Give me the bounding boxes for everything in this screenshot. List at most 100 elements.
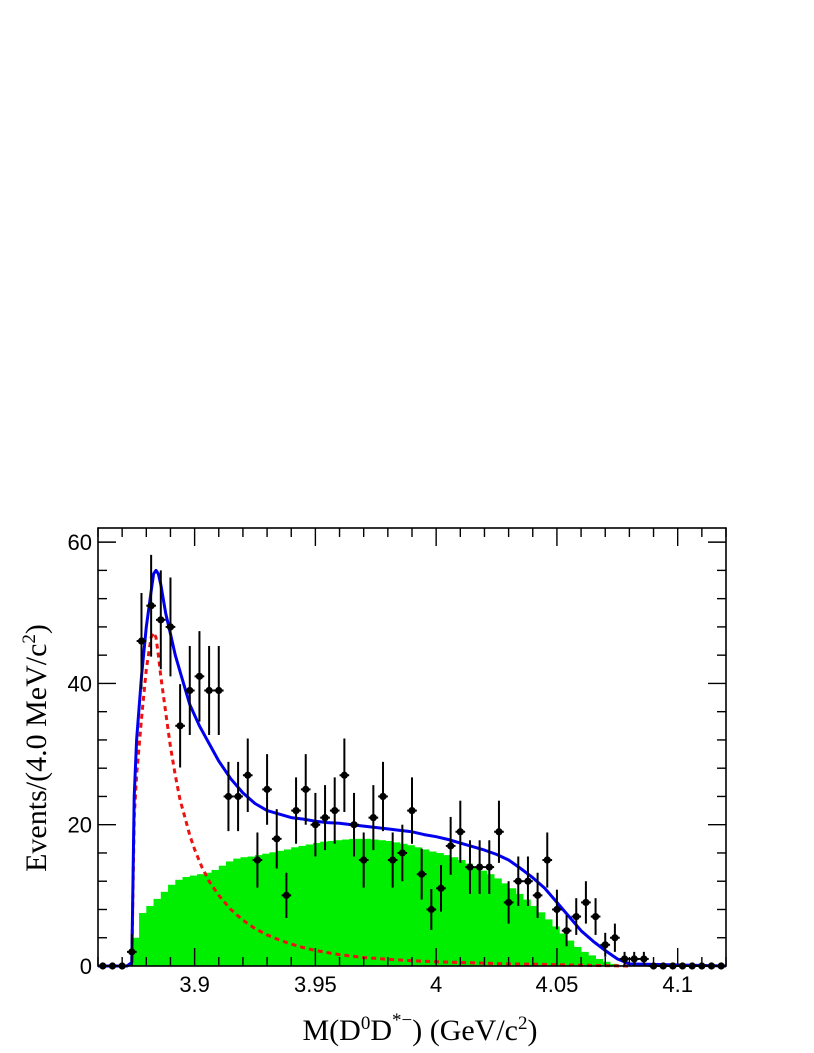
x-tick-label: 4.1 <box>662 972 693 997</box>
background-bar <box>552 926 560 966</box>
data-point <box>155 570 166 670</box>
data-point <box>619 951 630 966</box>
x-tick-labels: 3.9 3.95 4 4.05 4.1 <box>179 972 693 997</box>
data-marker <box>321 814 329 822</box>
background-bar <box>501 883 510 966</box>
background-bar <box>334 840 343 966</box>
background-bar <box>305 844 314 966</box>
background-bar <box>182 876 191 966</box>
data-marker <box>360 856 368 864</box>
data-point <box>300 754 311 825</box>
data-marker <box>427 905 435 914</box>
data-marker <box>331 806 339 815</box>
background-bar <box>566 940 575 966</box>
data-marker <box>495 828 503 836</box>
background-bar <box>450 857 459 966</box>
data-marker <box>128 948 136 956</box>
background-bar <box>399 843 408 966</box>
background-bar <box>508 888 517 966</box>
background-bar <box>218 865 227 966</box>
data-point <box>590 898 601 935</box>
data-marker <box>369 814 377 822</box>
y-tick-label: 60 <box>68 530 92 555</box>
data-point <box>184 645 195 735</box>
data-marker <box>572 912 580 921</box>
data-point <box>349 792 359 857</box>
data-marker <box>466 863 474 871</box>
background-bar <box>160 891 169 966</box>
background-bar <box>544 919 553 966</box>
data-points-layer <box>98 554 726 970</box>
data-marker <box>253 856 262 864</box>
background-bar <box>226 861 234 966</box>
y-axis-label: Events/(4.0 MeV/c2) <box>19 624 53 872</box>
background-bar <box>255 855 263 966</box>
y-tick-label: 0 <box>80 954 92 979</box>
data-point <box>571 898 582 935</box>
data-point <box>126 934 137 966</box>
background-bar <box>168 884 176 966</box>
data-marker <box>447 842 455 850</box>
data-marker <box>582 898 590 907</box>
data-point <box>146 554 156 657</box>
data-marker <box>311 821 319 829</box>
data-marker <box>640 955 648 963</box>
background-bar <box>269 852 278 966</box>
data-point <box>513 856 524 906</box>
data-point <box>629 951 640 966</box>
x-axis-label: M(D0D*−) (GeV/c2) <box>302 1010 537 1047</box>
data-marker <box>302 785 310 793</box>
data-point <box>281 872 292 918</box>
data-point <box>474 840 485 894</box>
data-marker <box>505 898 513 907</box>
data-marker <box>591 912 600 921</box>
data-marker <box>514 877 522 885</box>
data-point <box>561 915 572 947</box>
data-point <box>465 840 475 894</box>
background-bar <box>530 905 538 966</box>
data-point <box>581 881 591 924</box>
data-marker <box>350 821 358 829</box>
data-marker <box>147 602 155 610</box>
data-marker <box>553 905 561 914</box>
background-bar <box>559 933 567 966</box>
data-point <box>600 932 611 957</box>
background-bar <box>414 847 423 966</box>
data-marker <box>398 849 406 857</box>
background-bar <box>240 857 249 966</box>
data-marker <box>620 955 629 963</box>
data-point <box>271 809 282 869</box>
background-bar <box>537 912 546 966</box>
data-marker <box>282 891 290 899</box>
data-marker <box>137 637 146 645</box>
background-histogram <box>131 838 625 966</box>
data-point <box>329 777 340 844</box>
y-tick-labels: 0 20 40 60 <box>68 530 92 979</box>
data-marker <box>630 955 638 963</box>
data-point <box>610 923 620 952</box>
background-bar <box>291 847 299 966</box>
background-bar <box>523 899 531 966</box>
axis-ticks <box>97 528 727 967</box>
background-bar <box>436 852 444 966</box>
data-marker <box>263 785 271 793</box>
data-point <box>291 777 301 844</box>
background-bar <box>298 845 307 966</box>
background-bar <box>139 913 147 966</box>
data-point <box>407 777 417 844</box>
data-point <box>426 888 437 930</box>
data-point <box>436 864 446 912</box>
data-point <box>542 832 553 888</box>
background-bar <box>443 855 452 966</box>
background-bar <box>479 870 488 966</box>
data-point <box>358 832 369 888</box>
data-marker <box>534 891 542 899</box>
data-point <box>532 872 543 918</box>
x-tick-label: 4.05 <box>536 972 579 997</box>
background-bar <box>421 849 430 966</box>
x-tick-label: 3.9 <box>179 972 210 997</box>
data-point <box>455 800 466 863</box>
data-point <box>262 754 272 825</box>
data-point <box>397 824 408 882</box>
background-bar <box>472 867 481 966</box>
